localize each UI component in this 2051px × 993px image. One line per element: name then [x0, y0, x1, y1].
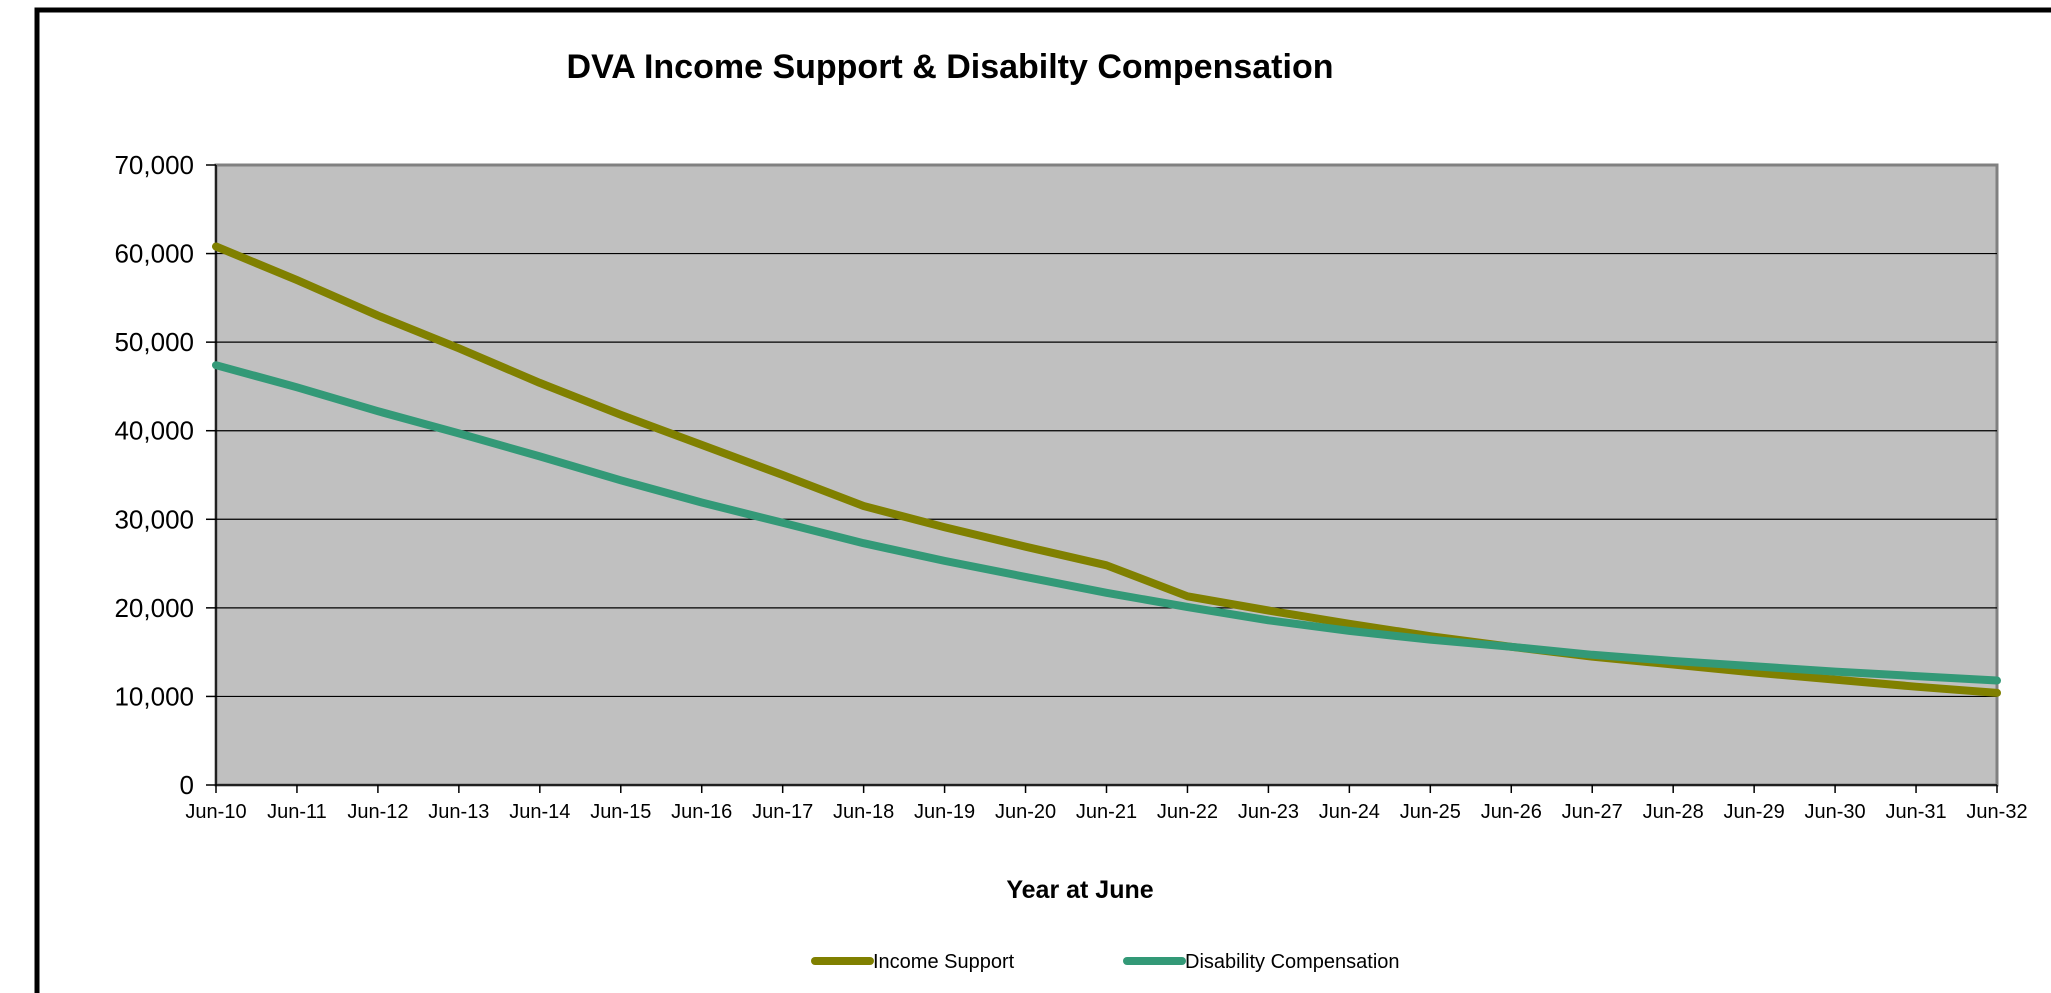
x-tick-label: Jun-23 — [1238, 801, 1299, 823]
x-tick-label: Jun-29 — [1724, 801, 1785, 823]
x-tick-label: Jun-18 — [833, 801, 894, 823]
chart-title: DVA Income Support & Disabilty Compensat… — [567, 48, 1334, 86]
x-tick-label: Jun-22 — [1157, 801, 1218, 823]
y-tick-label: 30,000 — [114, 504, 194, 534]
x-tick-label: Jun-21 — [1076, 801, 1137, 823]
gridlines — [216, 252, 1997, 698]
x-tick-label: Jun-16 — [671, 801, 732, 823]
x-tick-label: Jun-17 — [752, 801, 813, 823]
x-tick-label: Jun-25 — [1400, 801, 1461, 823]
x-tick-label: Jun-32 — [1966, 801, 2027, 823]
series-lines — [212, 242, 2001, 697]
y-tick-label: 10,000 — [114, 681, 194, 711]
x-tick-label: Jun-11 — [267, 801, 327, 823]
legend: Income Support Disability Compensation — [811, 951, 1400, 973]
y-tick-label: 50,000 — [114, 327, 194, 357]
series-line-0 — [212, 242, 2001, 697]
x-tick-label: Jun-14 — [509, 801, 570, 823]
y-tick-label: 20,000 — [114, 593, 194, 623]
x-tick-label: Jun-12 — [347, 801, 408, 823]
x-tick-label: Jun-28 — [1643, 801, 1704, 823]
x-tick-label: Jun-27 — [1562, 801, 1623, 823]
x-axis-label: Year at June — [1006, 876, 1153, 904]
x-tick-label: Jun-20 — [995, 801, 1056, 823]
y-tick-label: 70,000 — [114, 150, 194, 180]
x-tick-label: Jun-30 — [1805, 801, 1866, 823]
plot-area — [214, 163, 1999, 787]
y-tick-label: 60,000 — [114, 239, 194, 269]
y-axis: 0 10,000 20,000 30,000 40,000 50,000 60,000 70,… — [114, 150, 217, 800]
x-tick-label: Jun-26 — [1481, 801, 1542, 823]
y-tick-label: 40,000 — [114, 416, 194, 446]
x-tick-label: Jun-19 — [914, 801, 975, 823]
y-tick-label: 0 — [180, 770, 194, 800]
x-tick-label: Jun-31 — [1885, 801, 1946, 823]
x-tick-label: Jun-24 — [1319, 801, 1380, 823]
series-line-1 — [212, 361, 2001, 685]
legend-label-0: Income Support — [873, 951, 1015, 973]
x-tick-label: Jun-10 — [185, 801, 246, 823]
x-tick-label: Jun-13 — [428, 801, 489, 823]
x-axis: Jun-10 Jun-11 Jun-12 Jun-13 Jun-14 Jun-15 Jun-… — [185, 784, 2028, 823]
x-tick-label: Jun-15 — [590, 801, 651, 823]
legend-label-1: Disability Compensation — [1185, 951, 1400, 973]
